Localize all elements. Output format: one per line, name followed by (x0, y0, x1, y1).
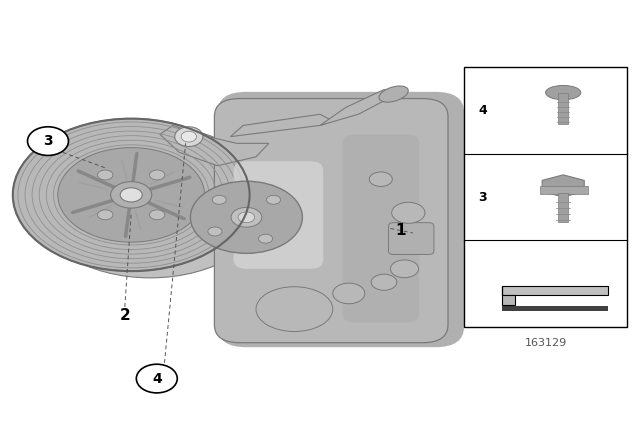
Ellipse shape (545, 86, 581, 100)
Polygon shape (160, 125, 269, 166)
Text: 4: 4 (152, 371, 162, 386)
FancyBboxPatch shape (214, 99, 448, 343)
Ellipse shape (120, 188, 142, 202)
Bar (502, 306, 608, 310)
Text: 2: 2 (120, 308, 130, 323)
Text: 3: 3 (43, 134, 53, 148)
Bar (558, 193, 568, 222)
Ellipse shape (150, 170, 165, 180)
Ellipse shape (58, 147, 205, 242)
Ellipse shape (371, 274, 397, 290)
Polygon shape (502, 286, 515, 305)
Circle shape (181, 131, 196, 142)
Bar (464, 67, 627, 327)
Text: 1: 1 (396, 223, 406, 238)
Bar (502, 286, 608, 295)
FancyBboxPatch shape (218, 92, 464, 347)
Bar (540, 186, 588, 194)
Ellipse shape (32, 125, 269, 278)
FancyBboxPatch shape (342, 134, 419, 323)
Circle shape (28, 127, 68, 155)
FancyBboxPatch shape (388, 223, 434, 254)
Ellipse shape (266, 195, 280, 204)
Ellipse shape (13, 119, 250, 271)
Ellipse shape (97, 210, 113, 220)
Text: 3: 3 (478, 190, 486, 204)
Ellipse shape (150, 210, 165, 220)
Bar (558, 94, 568, 124)
Ellipse shape (191, 181, 302, 254)
Text: 4: 4 (478, 104, 487, 117)
Ellipse shape (256, 287, 333, 332)
Ellipse shape (97, 170, 113, 180)
Polygon shape (230, 114, 333, 137)
Ellipse shape (369, 172, 392, 186)
Ellipse shape (390, 260, 419, 278)
Ellipse shape (238, 212, 255, 223)
Circle shape (175, 127, 203, 146)
Text: 163129: 163129 (524, 338, 567, 348)
Ellipse shape (212, 195, 227, 204)
Ellipse shape (231, 207, 262, 227)
Polygon shape (542, 175, 584, 197)
Ellipse shape (111, 181, 152, 208)
Ellipse shape (208, 227, 222, 236)
Ellipse shape (333, 283, 365, 304)
Ellipse shape (259, 234, 273, 243)
Ellipse shape (392, 202, 425, 223)
Ellipse shape (379, 86, 408, 102)
Circle shape (136, 364, 177, 393)
Polygon shape (320, 90, 403, 125)
FancyBboxPatch shape (234, 161, 323, 269)
